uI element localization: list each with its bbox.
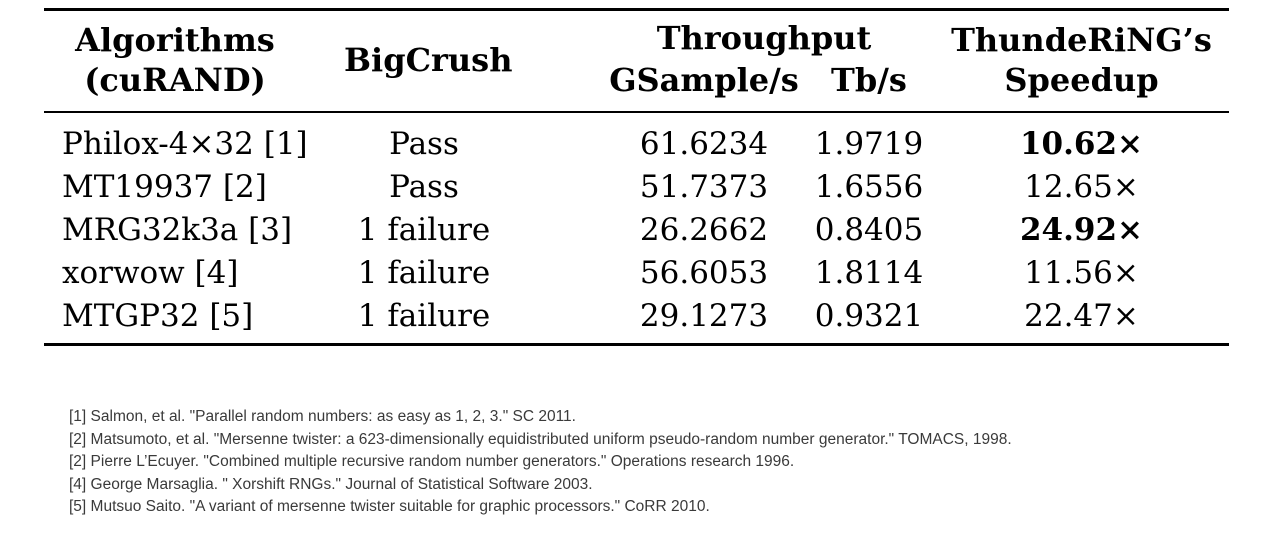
cell-algorithm: MRG32k3a [3]: [62, 212, 293, 248]
reference-item: [5] Mutsuo Saito. "A variant of mersenne…: [69, 498, 710, 515]
header-speedup: ThundeRiNG’s: [951, 21, 1212, 59]
cell-gsample: 56.6053: [639, 255, 769, 291]
cell-tbs: 1.9719: [814, 126, 924, 162]
cell-algorithm: Philox-4×32 [1]: [62, 126, 308, 162]
reference-item: [4] George Marsaglia. " Xorshift RNGs." …: [69, 475, 593, 493]
table-bottom-rule: [44, 343, 1229, 346]
cell-gsample: 29.1273: [639, 298, 769, 334]
cell-tbs: 0.8405: [814, 212, 924, 248]
reference-item: [2] Pierre L’Ecuyer. "Combined multiple …: [69, 453, 795, 470]
cell-bigcrush: Pass: [389, 169, 459, 205]
cell-tbs: 1.8114: [814, 255, 924, 291]
header-throughput: Throughput: [656, 19, 872, 57]
cell-gsample: 26.2662: [639, 212, 769, 248]
header-tbs: Tb/s: [831, 61, 907, 99]
cell-bigcrush: 1 failure: [357, 212, 491, 248]
table-header-rule: [44, 111, 1229, 113]
cell-speedup: 22.47×: [1024, 298, 1139, 334]
cell-algorithm: MTGP32 [5]: [62, 298, 254, 334]
cell-speedup: 24.92×: [1019, 212, 1144, 248]
reference-item: [2] Matsumoto, et al. "Mersenne twister:…: [69, 430, 1012, 448]
cell-speedup: 11.56×: [1024, 255, 1139, 291]
results-table: Algorithms (cuRAND) BigCrush Throughput …: [44, 8, 1229, 346]
table-top-rule: [44, 8, 1229, 11]
references: [1] Salmon, et al. "Parallel random numb…: [69, 406, 1249, 519]
reference-item: [1] Salmon, et al. "Parallel random numb…: [69, 408, 576, 425]
header-bigcrush: BigCrush: [344, 41, 513, 79]
header-algorithms: Algorithms: [75, 21, 275, 59]
header-gsample: GSample/s: [609, 61, 799, 99]
cell-bigcrush: 1 failure: [357, 298, 491, 334]
cell-algorithm: MT19937 [2]: [62, 169, 267, 205]
cell-tbs: 1.6556: [814, 169, 924, 205]
cell-speedup: 12.65×: [1024, 169, 1139, 205]
header-speedup-sub: Speedup: [1004, 61, 1159, 99]
cell-bigcrush: 1 failure: [357, 255, 491, 291]
cell-algorithm: xorwow [4]: [62, 255, 239, 291]
cell-gsample: 51.7373: [639, 169, 769, 205]
cell-bigcrush: Pass: [389, 126, 459, 162]
header-algorithms-sub: (cuRAND): [84, 61, 266, 99]
cell-tbs: 0.9321: [814, 298, 924, 334]
cell-gsample: 61.6234: [639, 126, 769, 162]
cell-speedup: 10.62×: [1019, 126, 1144, 162]
